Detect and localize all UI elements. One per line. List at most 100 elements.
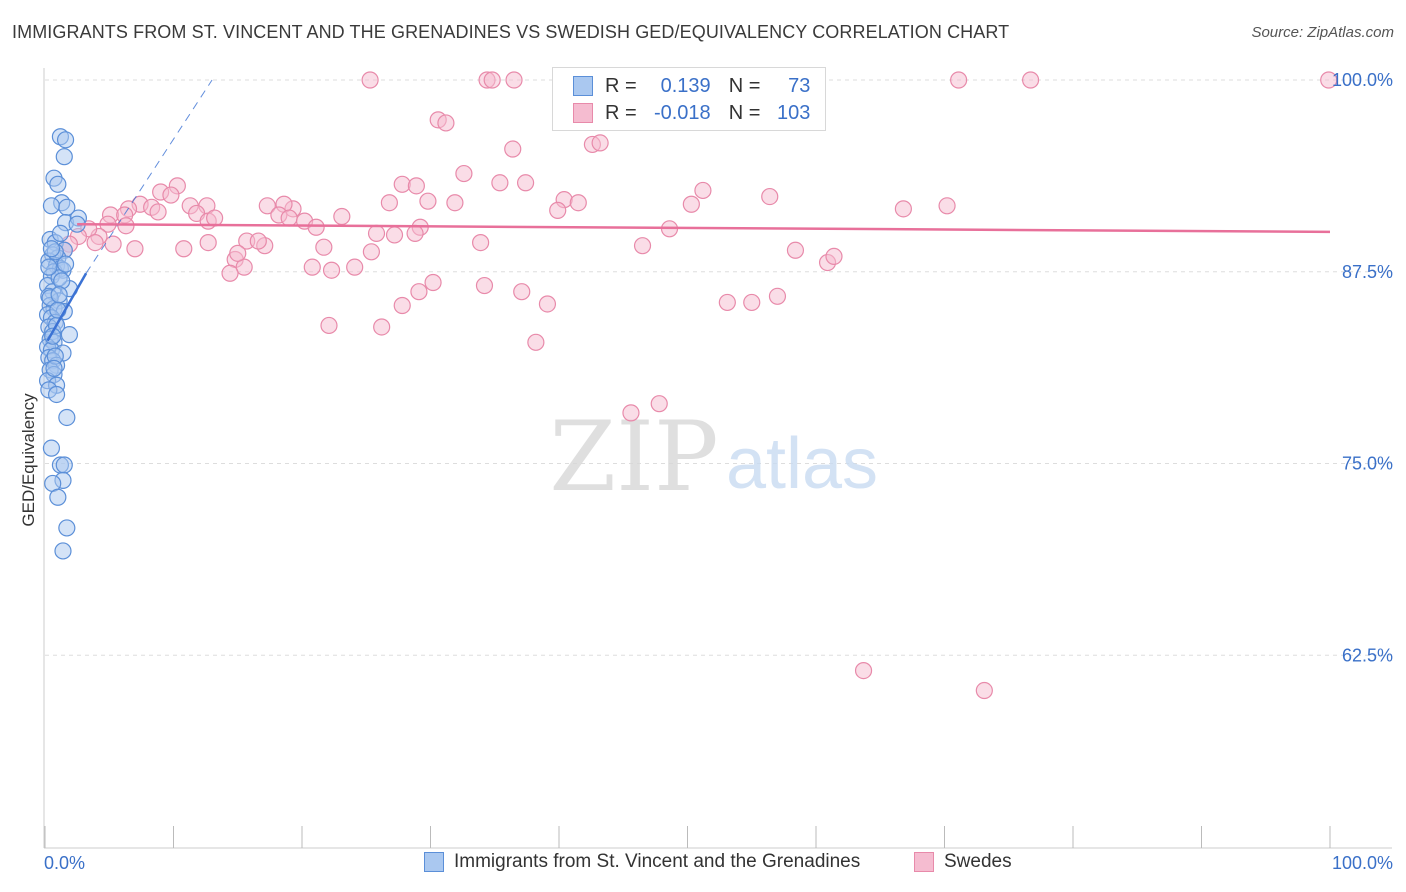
bottom-legend-swedes: Swedes xyxy=(914,851,1012,873)
swedes-point xyxy=(229,244,247,262)
swedes-point xyxy=(527,333,545,351)
bottom-swatch-blue xyxy=(424,852,444,872)
swedes-point xyxy=(393,296,411,315)
swedes-point xyxy=(768,287,787,305)
swedes-point xyxy=(472,234,490,252)
chart-title: IMMIGRANTS FROM ST. VINCENT AND THE GREN… xyxy=(12,22,1010,42)
swedes-point xyxy=(206,209,224,227)
swedes-point xyxy=(199,234,217,252)
y-axis-label: GED/Equivalency xyxy=(19,393,38,527)
swedes-point xyxy=(419,192,437,210)
swedes-point xyxy=(1021,71,1040,89)
immigrants-point xyxy=(56,255,75,273)
y-tick-label: 62.5% xyxy=(1342,645,1393,665)
swedes-point xyxy=(322,261,341,279)
swedes-point xyxy=(786,241,805,259)
swedes-point xyxy=(950,71,968,89)
swedes-point xyxy=(633,237,652,255)
immigrants-point xyxy=(54,542,72,560)
immigrants-point xyxy=(58,519,76,537)
swedes-point xyxy=(718,293,736,312)
swedes-point xyxy=(504,140,522,158)
swedes-point xyxy=(475,276,494,295)
swedes-point xyxy=(549,201,567,219)
swedes-point xyxy=(650,395,668,413)
swedes-point xyxy=(406,224,424,242)
swedes-point xyxy=(1320,71,1338,89)
swedes-point xyxy=(380,194,398,212)
swedes-point xyxy=(361,71,379,89)
swedes-point xyxy=(975,681,993,700)
y-tick-label: 87.5% xyxy=(1342,262,1393,282)
legend-n-value: 73 xyxy=(788,74,811,97)
immigrants-trend-line xyxy=(46,272,88,342)
immigrants-point xyxy=(55,456,73,474)
swedes-point xyxy=(280,209,298,227)
swedes-point xyxy=(362,243,380,261)
immigrants-point xyxy=(47,385,66,404)
swedes-point xyxy=(694,181,712,200)
swedes-point xyxy=(491,174,509,192)
immigrants-points xyxy=(38,128,88,560)
swedes-point xyxy=(315,238,333,256)
legend-r-label: R = xyxy=(605,74,637,97)
swedes-point xyxy=(104,235,122,253)
bottom-swatch-pink xyxy=(914,852,934,872)
swedes-point xyxy=(162,186,180,204)
swedes-point xyxy=(437,114,455,132)
immigrants-point xyxy=(42,197,61,215)
immigrants-point xyxy=(60,326,79,344)
swedes-point xyxy=(825,247,843,266)
immigrants-trend-extension xyxy=(85,79,213,274)
swedes-point xyxy=(407,177,425,195)
legend-swatch-pink xyxy=(573,103,593,123)
swedes-point xyxy=(483,71,501,89)
swedes-point xyxy=(569,194,587,212)
swedes-point xyxy=(385,226,404,244)
swedes-point xyxy=(622,404,640,422)
swedes-point xyxy=(538,295,557,313)
immigrants-point xyxy=(49,488,67,506)
immigrants-point xyxy=(50,286,68,304)
immigrants-point xyxy=(49,301,67,319)
source-label: Source: ZipAtlas.com xyxy=(1251,24,1394,41)
legend-swatch-blue xyxy=(573,76,593,96)
immigrants-point xyxy=(42,240,61,258)
swedes-point xyxy=(249,232,267,250)
legend-row-immigrants: R = 0.139 N = 73 xyxy=(573,73,810,99)
stats-legend: R = 0.139 N = 73 R = -0.018 N = 103 xyxy=(552,67,826,131)
legend-r-label: R = xyxy=(605,101,637,124)
immigrants-point xyxy=(51,224,70,242)
immigrants-point xyxy=(42,439,61,457)
swedes-trend-line xyxy=(77,222,1331,234)
swedes-point xyxy=(86,234,104,252)
immigrants-point xyxy=(40,258,58,276)
x-tick-label: 0.0% xyxy=(44,853,85,873)
swedes-point xyxy=(320,316,338,335)
swedes-point xyxy=(410,283,428,301)
swedes-point xyxy=(455,164,473,183)
swedes-point xyxy=(307,218,325,236)
swedes-point xyxy=(938,197,956,215)
legend-n-label: N = xyxy=(728,74,761,97)
swedes-point xyxy=(333,207,351,226)
x-tick-label: 100.0% xyxy=(1332,853,1393,873)
gridlines xyxy=(45,79,1392,656)
swedes-point xyxy=(126,240,144,258)
swedes-point xyxy=(175,240,193,258)
swedes-point xyxy=(743,293,761,312)
swedes-point xyxy=(373,318,391,336)
y-tick-label: 75.0% xyxy=(1342,454,1393,474)
swedes-point xyxy=(761,187,779,206)
swedes-point xyxy=(894,200,912,218)
immigrants-point xyxy=(56,131,75,149)
legend-r-value: 0.139 xyxy=(660,74,711,97)
watermark-atlas: atlas xyxy=(726,424,878,504)
y-tick-label: 100.0% xyxy=(1332,70,1393,90)
legend-r-value: -0.018 xyxy=(653,101,711,124)
immigrants-point xyxy=(58,408,76,427)
swedes-point xyxy=(505,71,523,89)
bottom-legend-label-swedes: Swedes xyxy=(944,851,1012,872)
swedes-point xyxy=(149,203,167,221)
